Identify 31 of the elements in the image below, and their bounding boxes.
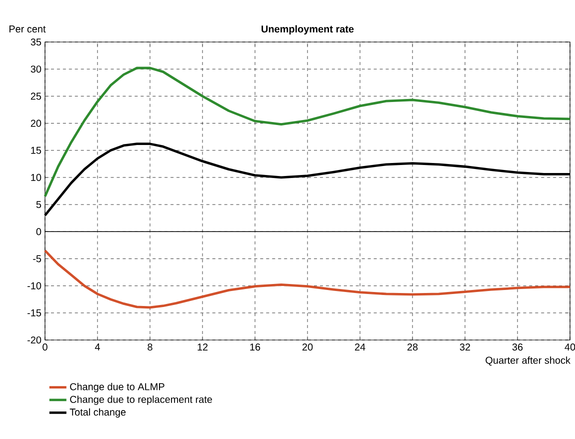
x-tick-label: 28 (407, 344, 418, 351)
x-tick-label: 8 (148, 344, 152, 351)
y-tick-label: 25 (30, 92, 42, 100)
y-tick-label: -10 (28, 282, 42, 290)
y-tick-label: 20 (30, 120, 42, 127)
x-tick-label: 0 (42, 344, 48, 351)
line-series (44, 66, 572, 198)
x-tick-label: 20 (302, 344, 313, 351)
legend-label: Total change (70, 408, 126, 418)
y-axis-title: Per cent (9, 26, 46, 32)
line-series (44, 249, 572, 309)
x-tick-label: 40 (564, 344, 575, 351)
y-tick-label: 0 (36, 228, 42, 236)
y-tick-label: 10 (31, 174, 42, 181)
x-tick-label: 4 (94, 344, 100, 350)
y-tick-label: 30 (30, 66, 42, 73)
x-tick-label: 16 (250, 344, 260, 351)
legend-label: Change due to replacement rate (70, 396, 212, 405)
x-tick-label: 32 (460, 344, 470, 351)
y-tick-label: 35 (30, 38, 42, 46)
legend-label: Change due to ALMP (70, 382, 164, 392)
y-tick-label: -15 (28, 309, 42, 316)
x-tick-label: 36 (512, 344, 523, 351)
x-axis-title: Quarter after shock (486, 356, 570, 366)
x-tick-label: 24 (354, 344, 366, 350)
y-tick-label: 5 (36, 201, 42, 208)
y-tick-label: -20 (28, 336, 42, 344)
y-tick-label: -5 (33, 255, 42, 262)
chart-title: Unemployment rate (262, 25, 354, 34)
y-tick-label: 15 (31, 146, 42, 154)
x-tick-label: 12 (198, 344, 208, 350)
